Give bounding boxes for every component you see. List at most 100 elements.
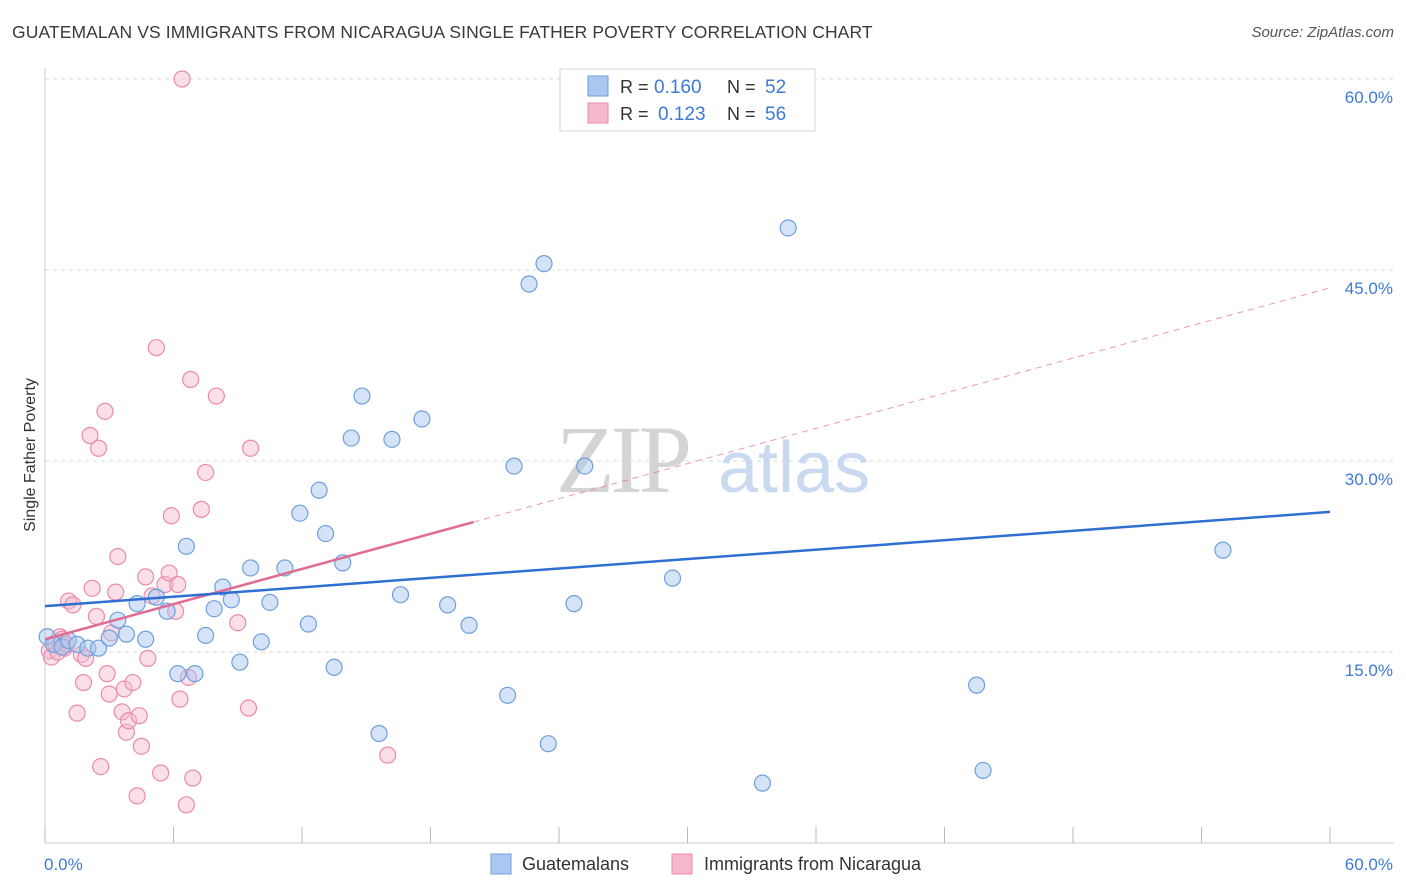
stats-r-label-blue: R = — [620, 77, 649, 97]
data-point-guatemalans — [460, 616, 478, 634]
data-point-nicaragua — [137, 568, 155, 586]
data-point-nicaragua — [147, 339, 165, 357]
data-point-guatemalans — [539, 735, 557, 753]
legend-swatch-nicaragua — [671, 853, 693, 875]
stats-n-label-blue: N = — [727, 77, 756, 97]
data-point-nicaragua — [242, 439, 260, 457]
stats-r-label-pink: R = — [620, 104, 649, 124]
data-point-guatemalans — [299, 615, 318, 633]
data-point-guatemalans — [197, 626, 215, 645]
stats-r-value-pink: 0.123 — [658, 104, 706, 125]
data-point-guatemalans — [291, 504, 309, 522]
stats-n-value-blue: 52 — [765, 77, 786, 98]
data-point-nicaragua — [92, 757, 110, 776]
data-point-guatemalans — [186, 665, 204, 683]
y-tick-label: 60.0% — [1345, 88, 1393, 107]
data-point-guatemalans — [663, 569, 682, 587]
data-point-nicaragua — [128, 787, 146, 805]
y-axis-label: Single Father Poverty — [22, 378, 39, 532]
y-tick-label: 45.0% — [1345, 279, 1393, 298]
data-point-guatemalans — [89, 639, 108, 657]
data-point-guatemalans — [505, 457, 523, 475]
data-point-nicaragua — [132, 737, 150, 755]
data-point-nicaragua — [139, 649, 157, 667]
data-point-nicaragua — [107, 583, 125, 601]
data-point-guatemalans — [968, 676, 986, 694]
data-point-guatemalans — [974, 761, 992, 780]
data-point-nicaragua — [124, 673, 142, 692]
data-point-guatemalans — [325, 658, 343, 676]
data-point-guatemalans — [316, 524, 335, 543]
trendline-guatemalans — [44, 510, 1331, 608]
data-point-guatemalans — [565, 595, 583, 613]
chart-source: Source: ZipAtlas.com — [1251, 24, 1394, 41]
data-point-nicaragua — [192, 500, 210, 518]
data-point-guatemalans — [205, 600, 223, 618]
legend-label-guatemalans: Guatemalans — [522, 854, 629, 874]
data-point-nicaragua — [171, 690, 189, 708]
data-point-nicaragua — [160, 564, 178, 582]
stats-swatch-pink — [587, 102, 609, 124]
series-nicaragua-points — [40, 70, 397, 814]
data-point-nicaragua — [130, 707, 148, 725]
data-point-nicaragua — [184, 769, 202, 787]
data-point-guatemalans — [535, 255, 553, 273]
data-point-guatemalans — [499, 686, 517, 704]
data-point-nicaragua — [182, 370, 200, 389]
data-point-nicaragua — [169, 575, 187, 594]
data-point-nicaragua — [229, 614, 247, 632]
data-point-guatemalans — [353, 387, 371, 405]
trendline-nicaragua — [44, 520, 474, 641]
data-point-nicaragua — [98, 665, 116, 683]
stats-n-value-pink: 56 — [765, 104, 786, 125]
data-point-nicaragua — [100, 685, 118, 703]
data-point-guatemalans — [242, 559, 260, 577]
data-point-guatemalans — [753, 774, 772, 792]
data-point-guatemalans — [222, 591, 240, 609]
data-point-guatemalans — [100, 629, 118, 647]
data-point-guatemalans — [231, 653, 249, 671]
data-point-nicaragua — [173, 70, 191, 88]
data-point-nicaragua — [109, 547, 127, 566]
data-point-nicaragua — [74, 673, 93, 692]
data-point-guatemalans — [413, 410, 431, 428]
data-point-nicaragua — [119, 712, 138, 730]
watermark-zip: ZIP — [556, 406, 689, 513]
data-point-nicaragua — [68, 704, 86, 722]
stats-swatch-blue — [587, 75, 609, 97]
data-point-guatemalans — [252, 633, 270, 651]
series-legend: Guatemalans Immigrants from Nicaragua — [490, 853, 922, 875]
trendline-nicaragua-dashed — [473, 287, 1331, 523]
watermark: ZIP atlas — [556, 406, 870, 513]
data-point-guatemalans — [342, 429, 360, 447]
series-guatemalans-points — [38, 219, 1232, 792]
data-point-nicaragua — [83, 579, 101, 597]
data-point-nicaragua — [177, 796, 195, 814]
data-point-nicaragua — [162, 507, 180, 525]
data-point-guatemalans — [439, 596, 457, 614]
watermark-atlas: atlas — [718, 428, 870, 508]
data-point-nicaragua — [89, 439, 108, 457]
trend-lines — [44, 287, 1331, 641]
data-point-nicaragua — [115, 680, 133, 698]
legend-swatch-guatemalans — [490, 853, 512, 875]
stats-r-value-blue: 0.160 — [654, 77, 702, 98]
data-point-guatemalans — [117, 625, 135, 643]
data-point-nicaragua — [197, 463, 215, 482]
legend-label-nicaragua: Immigrants from Nicaragua — [704, 854, 922, 874]
data-point-nicaragua — [87, 607, 106, 625]
stats-legend: R = 0.160 N = 52 R = 0.123 N = 56 — [559, 68, 816, 132]
y-tick-labels: 15.0% 30.0% 45.0% 60.0% — [1345, 88, 1393, 680]
data-point-guatemalans — [1214, 541, 1232, 559]
stats-n-label-pink: N = — [727, 104, 756, 124]
y-tick-label: 30.0% — [1345, 470, 1393, 489]
data-point-guatemalans — [383, 430, 401, 448]
x-tick-label-max: 60.0% — [1345, 855, 1393, 874]
data-point-nicaragua — [239, 699, 258, 717]
data-point-guatemalans — [370, 724, 388, 743]
data-point-guatemalans — [169, 665, 187, 683]
data-point-nicaragua — [96, 402, 114, 420]
data-point-nicaragua — [207, 387, 225, 405]
data-point-guatemalans — [261, 593, 279, 611]
